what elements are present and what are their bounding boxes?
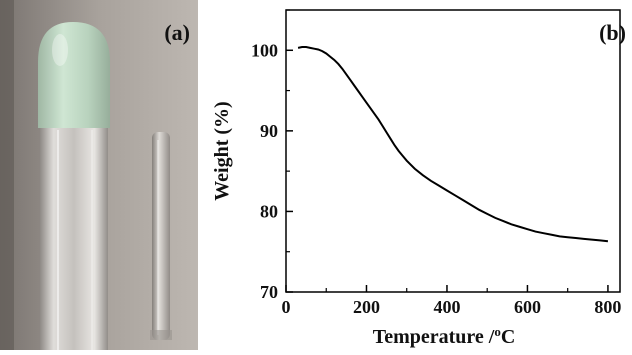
y-tick-label: 70	[260, 282, 278, 302]
y-axis-label: Weight (%)	[211, 101, 233, 200]
x-axis-label-sup: o	[494, 324, 501, 339]
tga-chart: 0 200 400 600 800 70 80 90 100 (b) Weight (%) Te…	[211, 9, 626, 348]
x-tick-label: 600	[514, 297, 541, 317]
x-tick-label: 800	[594, 297, 621, 317]
y-tick-label: 80	[260, 201, 278, 221]
tick-layer: 0 200 400 600 800 70 80 90 100	[251, 9, 621, 317]
y-tick-label: 100	[251, 40, 278, 60]
test-tube-photo: (a)	[0, 0, 198, 350]
green-gel	[38, 22, 110, 128]
large-test-tube	[40, 118, 108, 350]
photo-panel: (a)	[0, 0, 198, 350]
thin-test-tube	[152, 132, 170, 340]
x-tick-label: 200	[353, 297, 380, 317]
chart-panel: 0 200 400 600 800 70 80 90 100 (b) Weight (%) Te…	[198, 0, 632, 350]
panel-a-label: (a)	[164, 20, 190, 45]
x-tick-label: 400	[433, 297, 460, 317]
x-axis-label: Temperature /oC	[373, 324, 516, 348]
weight-curve	[297, 46, 609, 243]
panel-b-label: (b)	[599, 20, 626, 45]
x-axis-label-unit: C	[501, 326, 515, 348]
x-tick-label: 0	[282, 297, 291, 317]
plot-frame	[285, 9, 621, 293]
y-tick-label: 90	[260, 121, 278, 141]
x-axis-label-text: Temperature /	[373, 326, 495, 348]
